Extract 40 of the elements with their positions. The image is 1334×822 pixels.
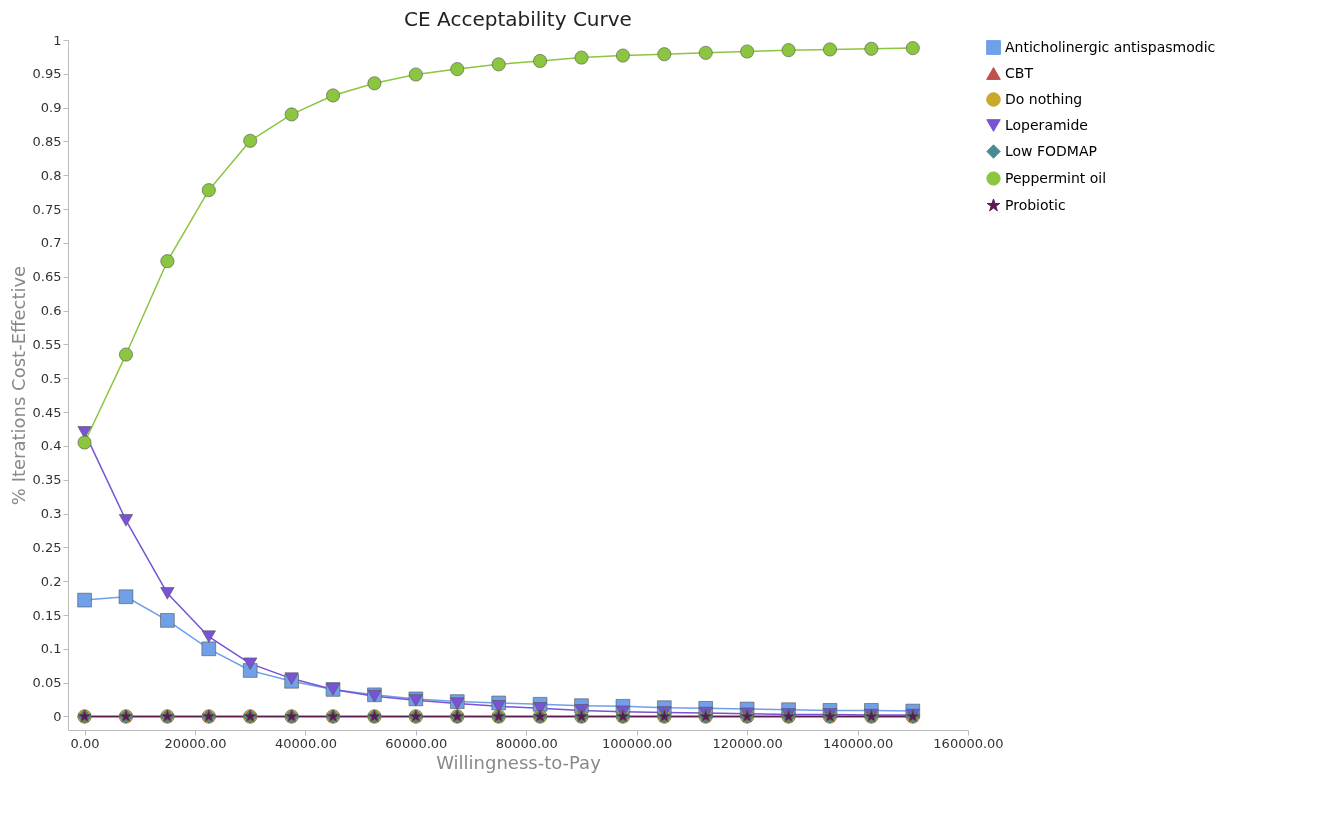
y-tick-label: 0.3 bbox=[40, 506, 62, 522]
y-tick-label: 0.75 bbox=[32, 201, 62, 217]
legend-label: Low FODMAP bbox=[1005, 142, 1097, 159]
y-tick-label: 0.45 bbox=[32, 404, 62, 420]
legend-label: Anticholinergic antispasmodic bbox=[1005, 38, 1216, 55]
x-tick-label: 140000.00 bbox=[822, 735, 894, 751]
x-tick-label: 100000.00 bbox=[602, 735, 673, 751]
x-tick-label: 120000.00 bbox=[712, 735, 783, 751]
y-tick-label: 0.95 bbox=[32, 66, 62, 82]
x-axis-title: Willingness-to-Pay bbox=[436, 751, 602, 773]
legend-label: Do nothing bbox=[1005, 90, 1083, 107]
y-tick-label: 0.65 bbox=[32, 269, 62, 285]
y-tick-label: 0.7 bbox=[40, 235, 62, 251]
x-tick-label: 20000.00 bbox=[164, 735, 227, 751]
y-tick-label: 0.15 bbox=[32, 607, 62, 623]
y-tick-label: 0.6 bbox=[40, 303, 62, 319]
y-axis-title: % Iterations Cost-Effective bbox=[7, 265, 29, 506]
chart-title: CE Acceptability Curve bbox=[404, 7, 632, 31]
legend-label: Loperamide bbox=[1005, 116, 1088, 133]
y-tick-label: 0 bbox=[53, 708, 62, 724]
y-tick-label: 0.85 bbox=[32, 133, 62, 149]
x-tick-label: 160000.00 bbox=[933, 735, 1004, 751]
y-tick-label: 0.05 bbox=[32, 675, 62, 691]
x-tick-label: 80000.00 bbox=[495, 735, 558, 751]
y-tick-label: 0.9 bbox=[40, 100, 62, 116]
legend-label: CBT bbox=[1005, 64, 1034, 81]
y-tick-label: 0.55 bbox=[32, 336, 62, 352]
y-tick-label: 0.1 bbox=[40, 641, 62, 657]
y-tick-label: 0.2 bbox=[40, 573, 62, 589]
y-tick-label: 0.5 bbox=[40, 370, 62, 386]
x-tick-label: 40000.00 bbox=[274, 735, 337, 751]
y-tick-label: 0.25 bbox=[32, 539, 62, 555]
x-tick-label: 0.00 bbox=[70, 735, 100, 751]
y-tick-label: 1 bbox=[53, 32, 62, 48]
legend-label: Probiotic bbox=[1005, 196, 1066, 213]
x-tick-label: 60000.00 bbox=[385, 735, 448, 751]
y-tick-label: 0.35 bbox=[32, 472, 62, 488]
y-tick-label: 0.8 bbox=[40, 167, 62, 183]
legend-label: Peppermint oil bbox=[1005, 169, 1107, 186]
y-tick-label: 0.4 bbox=[40, 438, 62, 454]
